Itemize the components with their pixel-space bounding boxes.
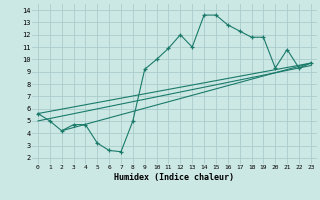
X-axis label: Humidex (Indice chaleur): Humidex (Indice chaleur) [115,173,234,182]
